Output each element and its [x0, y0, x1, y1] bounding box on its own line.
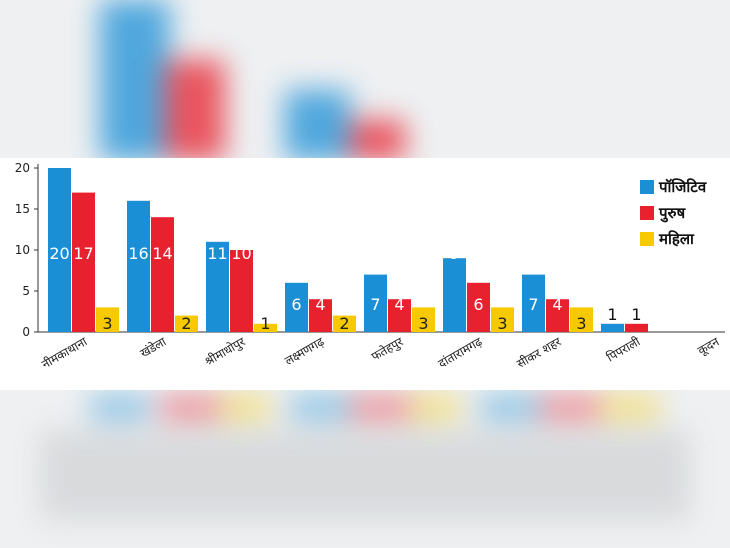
bar [443, 258, 466, 332]
legend-label: पॉजिटिव [658, 178, 707, 196]
bar [230, 250, 253, 332]
bar [570, 307, 593, 332]
bar [175, 315, 198, 332]
bar [151, 217, 174, 332]
legend-label: पुरुष [658, 204, 686, 223]
data-label: 9 [449, 244, 459, 263]
bar [206, 241, 229, 332]
data-label: 3 [497, 314, 507, 333]
legend-swatch [640, 180, 654, 194]
legend-swatch [640, 206, 654, 220]
category-label: कूदन [695, 334, 722, 358]
data-label: 4 [394, 295, 404, 314]
y-tick-label: 10 [15, 243, 30, 257]
bar [285, 282, 308, 332]
data-label: 4 [552, 295, 562, 314]
y-tick-label: 20 [15, 161, 30, 175]
category-label: खंडेला [138, 334, 170, 360]
bar [522, 274, 545, 332]
bar [254, 323, 277, 332]
legend-swatch [640, 232, 654, 246]
category-label: फतेहपुर [369, 334, 407, 365]
category-label: लक्ष्मणगढ़ [282, 334, 326, 368]
bar [412, 307, 435, 332]
data-label: 1 [260, 314, 270, 333]
bar [96, 307, 119, 332]
bar [364, 274, 387, 332]
bar [127, 200, 150, 332]
category-label: नीमकाथाना [39, 334, 90, 371]
data-label: 3 [576, 314, 586, 333]
legend-label: महिला [658, 230, 695, 248]
chart-panel: 0 5 10 15 20 20 17 3 नीमकाथाना 16 14 2 खंडेला 11 10 1 श्… [0, 158, 730, 390]
y-tick-label: 15 [15, 202, 30, 216]
bar [48, 168, 71, 332]
data-label: 7 [370, 295, 380, 314]
data-label: 11 [207, 244, 227, 263]
category-label: श्रीमाधोपुर [202, 334, 249, 370]
data-label: 10 [231, 244, 251, 263]
bar [388, 299, 411, 332]
category-label: दांतारामगढ़ [436, 334, 485, 370]
data-label: 20 [49, 244, 69, 263]
data-label: 7 [528, 295, 538, 314]
bar [309, 299, 332, 332]
data-label: 2 [181, 314, 191, 333]
bar [601, 323, 624, 332]
data-label: 14 [152, 244, 172, 263]
bar [546, 299, 569, 332]
bar [72, 192, 95, 332]
bar [333, 315, 356, 332]
data-label: 1 [631, 305, 641, 324]
data-label: 3 [418, 314, 428, 333]
y-tick-label: 0 [22, 325, 30, 339]
data-label: 16 [128, 244, 148, 263]
category-label: सीकर शहर [514, 334, 564, 371]
data-label: 2 [339, 314, 349, 333]
y-tick-label: 5 [22, 284, 30, 298]
data-label: 17 [73, 244, 93, 263]
category-label: पिपराली [604, 334, 643, 365]
bar [625, 323, 648, 332]
data-label: 6 [291, 295, 301, 314]
bar [467, 282, 490, 332]
data-label: 6 [473, 295, 483, 314]
data-label: 3 [102, 314, 112, 333]
data-label: 4 [315, 295, 325, 314]
bar [491, 307, 514, 332]
data-label: 1 [607, 305, 617, 324]
